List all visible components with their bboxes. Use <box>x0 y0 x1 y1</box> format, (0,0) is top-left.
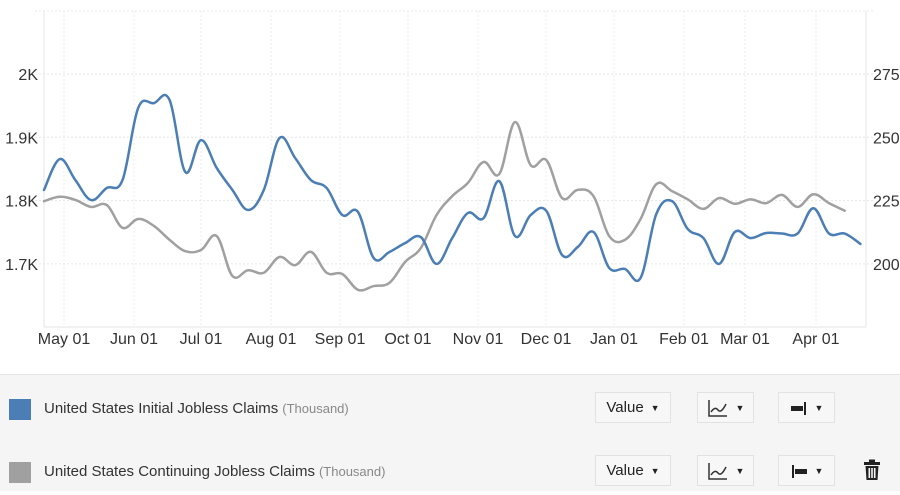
legend-row-initial-claims: United States Initial Jobless Claims (Tho… <box>0 392 900 432</box>
legend-panel: United States Initial Jobless Claims (Tho… <box>0 374 900 491</box>
svg-text:225: 225 <box>873 194 900 211</box>
svg-text:Apr 01: Apr 01 <box>792 331 839 348</box>
value-dropdown-label: Value <box>606 462 644 479</box>
caret-down-icon: ▼ <box>814 465 824 476</box>
svg-text:Dec 01: Dec 01 <box>521 331 572 348</box>
chart-grid <box>35 10 875 328</box>
svg-text:250: 250 <box>873 130 900 147</box>
trash-icon[interactable] <box>863 459 881 481</box>
series-color-swatch[interactable] <box>9 399 31 420</box>
svg-text:Jan 01: Jan 01 <box>590 331 638 348</box>
value-dropdown-label: Value <box>606 399 644 416</box>
series-name: United States Continuing Jobless Claims(… <box>44 463 385 480</box>
svg-text:275: 275 <box>873 67 900 84</box>
line-chart: 1.7K 1.8K 1.9K 2K 200 225 250 275 May 01 Jun 01… <box>5 10 900 348</box>
line-chart-icon <box>707 462 727 480</box>
svg-text:2K: 2K <box>18 67 38 84</box>
svg-text:Oct 01: Oct 01 <box>384 331 431 348</box>
x-axis: May 01 Jun 01 Jul 01 Aug 01 Sep 01 Oct 01 Nov … <box>38 331 840 348</box>
caret-down-icon: ▼ <box>735 465 745 476</box>
caret-down-icon: ▼ <box>650 402 660 413</box>
series-name-text: United States Initial Jobless Claims <box>44 400 279 417</box>
svg-text:Sep 01: Sep 01 <box>315 331 366 348</box>
caret-down-icon: ▼ <box>814 402 824 413</box>
caret-down-icon: ▼ <box>735 402 745 413</box>
left-axis-icon <box>791 464 807 478</box>
svg-text:200: 200 <box>873 257 900 274</box>
svg-text:May 01: May 01 <box>38 331 91 348</box>
series-color-swatch[interactable] <box>9 462 31 483</box>
line-chart-icon <box>707 399 727 417</box>
value-dropdown[interactable]: Value ▼ <box>595 455 671 486</box>
svg-text:Nov 01: Nov 01 <box>453 331 504 348</box>
svg-text:Jul 01: Jul 01 <box>180 331 223 348</box>
svg-text:Aug 01: Aug 01 <box>246 331 297 348</box>
series-name-text: United States Continuing Jobless Claims <box>44 463 315 480</box>
chart-type-dropdown[interactable]: ▼ <box>697 392 754 423</box>
svg-text:1.9K: 1.9K <box>5 130 38 147</box>
svg-text:Mar 01: Mar 01 <box>720 331 770 348</box>
caret-down-icon: ▼ <box>650 465 660 476</box>
series-unit: (Thousand) <box>282 401 349 416</box>
right-axis-icon <box>790 401 806 415</box>
left-y-axis: 1.7K 1.8K 1.9K 2K <box>5 67 38 274</box>
svg-text:Feb 01: Feb 01 <box>659 331 709 348</box>
legend-row-continuing-claims: United States Continuing Jobless Claims(… <box>0 455 900 495</box>
series-unit: (Thousand) <box>318 464 386 479</box>
svg-text:Jun 01: Jun 01 <box>110 331 158 348</box>
axis-position-dropdown[interactable]: ▼ <box>778 455 835 486</box>
svg-text:1.8K: 1.8K <box>5 194 38 211</box>
axis-position-dropdown[interactable]: ▼ <box>778 392 835 423</box>
chart-type-dropdown[interactable]: ▼ <box>697 455 754 486</box>
series-name: United States Initial Jobless Claims (Tho… <box>44 400 349 417</box>
series-line-continuing-claims <box>42 120 846 292</box>
svg-text:1.7K: 1.7K <box>5 257 38 274</box>
value-dropdown[interactable]: Value ▼ <box>595 392 671 423</box>
right-y-axis: 200 225 250 275 <box>873 67 900 274</box>
series-line-initial-claims <box>42 93 862 283</box>
